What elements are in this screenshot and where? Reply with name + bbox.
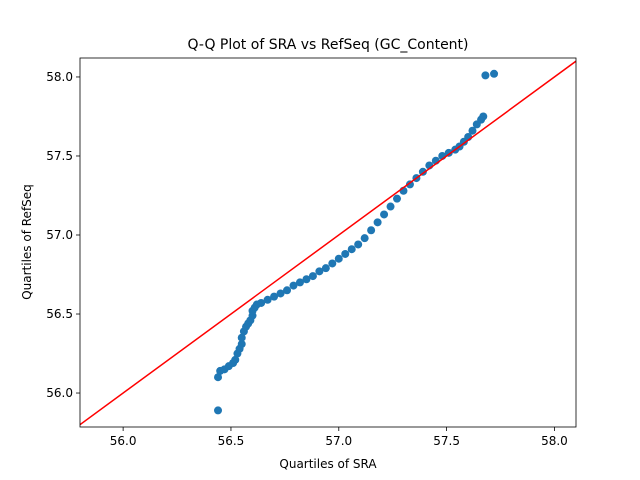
x-axis-label: Quartiles of SRA bbox=[279, 457, 377, 471]
point bbox=[328, 259, 337, 268]
point bbox=[405, 180, 414, 189]
point bbox=[341, 249, 350, 258]
point bbox=[289, 281, 298, 290]
point bbox=[444, 148, 453, 157]
point bbox=[386, 202, 395, 211]
chart-title: Q-Q Plot of SRA vs RefSeq (GC_Content) bbox=[187, 37, 468, 53]
point bbox=[360, 234, 369, 243]
point bbox=[468, 126, 477, 135]
point bbox=[214, 406, 223, 415]
point bbox=[315, 267, 324, 276]
y-tick-label: 57.5 bbox=[46, 149, 73, 163]
point bbox=[295, 278, 304, 287]
point bbox=[237, 340, 246, 349]
point bbox=[231, 355, 240, 364]
point bbox=[354, 240, 363, 249]
y-tick-label: 56.5 bbox=[46, 307, 73, 321]
point bbox=[276, 289, 285, 298]
point bbox=[270, 292, 279, 301]
point bbox=[418, 167, 427, 176]
point bbox=[257, 298, 266, 307]
point bbox=[367, 226, 376, 235]
point bbox=[481, 71, 490, 80]
x-tick-label: 58.0 bbox=[541, 434, 568, 448]
point bbox=[479, 112, 488, 121]
y-tick-label: 56.0 bbox=[46, 386, 73, 400]
point bbox=[263, 295, 272, 304]
x-tick-label: 57.5 bbox=[433, 434, 460, 448]
point bbox=[347, 245, 356, 254]
y-axis-label: Quartiles of RefSeq bbox=[20, 184, 34, 300]
point bbox=[308, 272, 317, 281]
plot-frame bbox=[79, 57, 577, 428]
y-tick-label: 57.0 bbox=[46, 228, 73, 242]
x-tick-label: 56.0 bbox=[110, 434, 137, 448]
point bbox=[380, 210, 389, 219]
x-tick-label: 56.5 bbox=[218, 434, 245, 448]
point bbox=[373, 218, 382, 227]
x-tick-label: 57.0 bbox=[325, 434, 352, 448]
point bbox=[393, 194, 402, 203]
point bbox=[490, 69, 499, 78]
point bbox=[283, 286, 292, 295]
reference-line bbox=[80, 60, 576, 426]
point bbox=[334, 254, 343, 263]
point bbox=[237, 333, 246, 342]
point bbox=[302, 275, 311, 284]
y-tick-label: 58.0 bbox=[46, 70, 73, 84]
point bbox=[321, 264, 330, 273]
point bbox=[214, 373, 223, 382]
